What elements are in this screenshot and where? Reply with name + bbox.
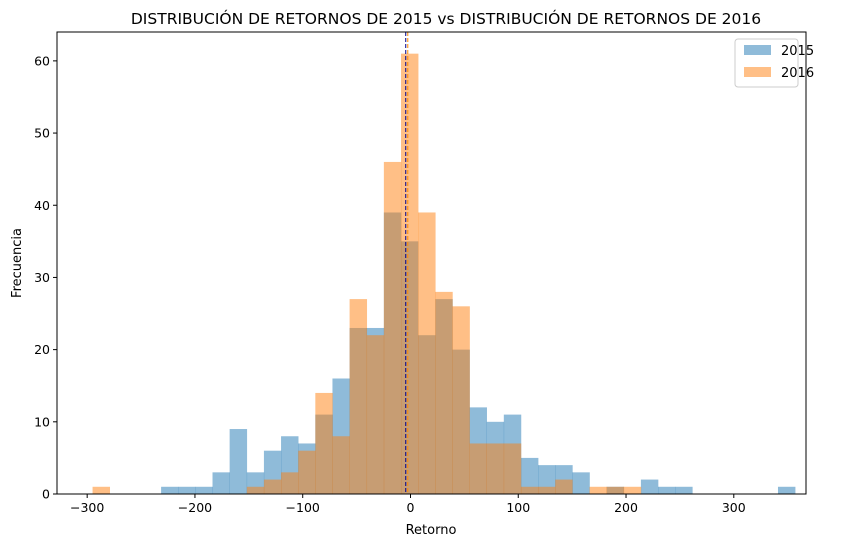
histogram-bar-2016	[503, 443, 522, 494]
x-tick-label: −100	[286, 500, 320, 515]
y-tick-label: 50	[34, 126, 50, 141]
histogram-bar-2016	[623, 486, 642, 494]
histogram-bar-2015	[212, 472, 230, 494]
histogram-bar-2015	[229, 429, 248, 494]
histogram-bar-2015	[161, 486, 179, 494]
y-tick-label: 60	[34, 53, 50, 68]
histogram-bar-2016	[263, 479, 282, 494]
y-axis-label: Frecuencia	[10, 228, 25, 298]
histogram-bar-2015	[572, 472, 590, 494]
histogram-bar-2015	[520, 457, 539, 494]
histogram-bar-2015	[178, 486, 196, 494]
histogram-bar-2016	[92, 486, 110, 494]
histogram-bar-2016	[366, 335, 385, 494]
legend-label-2016: 2016	[781, 66, 814, 81]
legend-swatch-2015	[744, 45, 771, 55]
histogram-bar-2016	[452, 306, 470, 494]
histogram-bar-2016	[469, 443, 487, 494]
histogram-bar-2016	[315, 392, 333, 494]
x-tick-label: −300	[70, 500, 104, 515]
histogram-bar-2016	[383, 161, 402, 494]
y-tick-label: 10	[34, 414, 50, 429]
histogram-bar-2016	[589, 486, 607, 494]
histogram-bar-2016	[246, 486, 265, 494]
histogram-bar-2016	[435, 291, 453, 494]
x-tick-label: 300	[722, 500, 746, 515]
y-tick-label: 20	[34, 342, 50, 357]
x-axis-ticks: −300 −200 −100 0 100 200 300	[70, 494, 746, 515]
x-tick-label: 0	[407, 500, 415, 515]
legend-swatch-2016	[744, 67, 771, 77]
x-tick-label: 200	[614, 500, 638, 515]
histogram-bar-2016	[606, 486, 625, 494]
legend-label-2015: 2015	[781, 44, 814, 59]
histogram-bar-2016	[486, 443, 505, 494]
chart-title: DISTRIBUCIÓN DE RETORNOS DE 2015 vs DIST…	[131, 9, 761, 28]
histogram-bar-2015	[195, 486, 213, 494]
legend: 2015 2016	[734, 38, 814, 88]
histogram-bar-2016	[418, 212, 436, 494]
y-tick-label: 0	[42, 487, 50, 502]
y-axis-ticks: 0 10 20 30 40 50 60	[34, 53, 57, 502]
histogram-bar-2016	[520, 486, 539, 494]
plot-area-frame	[56, 31, 807, 495]
histogram-bar-2016	[555, 479, 573, 494]
histogram-bar-2015	[675, 486, 693, 494]
histogram-bar-2016	[349, 299, 368, 494]
histogram-bar-2015	[777, 486, 796, 494]
histogram-bar-2016	[298, 450, 316, 494]
histogram-bar-2016	[332, 436, 350, 494]
histogram-bar-2016	[281, 472, 299, 494]
x-tick-label: −200	[178, 500, 212, 515]
histogram-bars	[92, 53, 796, 494]
histogram-bar-2015	[640, 479, 659, 494]
histogram-bar-2016	[401, 53, 419, 494]
y-tick-label: 30	[34, 270, 50, 285]
y-tick-label: 40	[34, 198, 50, 213]
histogram-bar-2016	[538, 486, 556, 494]
mean-lines	[405, 32, 409, 494]
x-tick-label: 100	[506, 500, 530, 515]
x-axis-label: Retorno	[406, 523, 457, 538]
histogram-bar-2015	[658, 486, 676, 494]
